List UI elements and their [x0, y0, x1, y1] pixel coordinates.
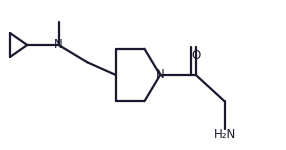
- Text: H₂N: H₂N: [213, 129, 236, 141]
- Text: O: O: [191, 49, 200, 62]
- Text: N: N: [156, 69, 164, 81]
- Text: N: N: [54, 39, 63, 51]
